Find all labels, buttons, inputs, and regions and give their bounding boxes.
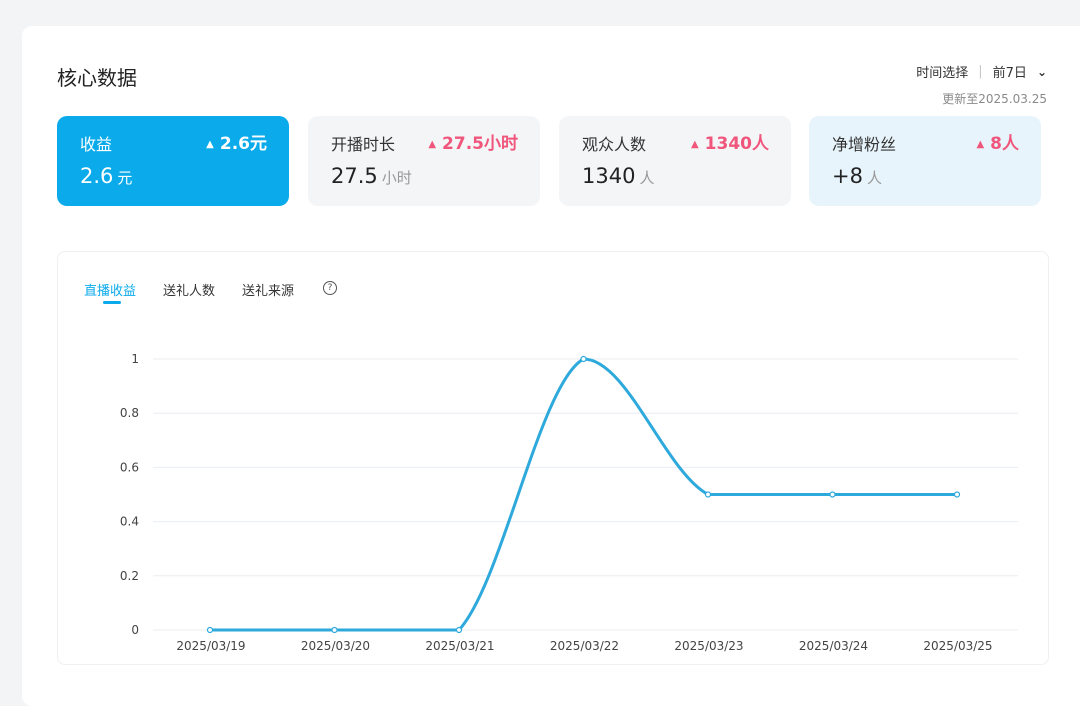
y-tick-label: 0.6 [120,460,139,474]
metric-card-duration[interactable]: 开播时长 ▲ 27.5小时 27.5 小时 [308,116,540,206]
data-point [580,355,587,363]
data-point [331,626,338,634]
help-icon[interactable]: ? [323,281,338,295]
metric-value: 1340 人 [582,164,655,188]
chart-tabs: 直播收益 送礼人数 送礼来源 ? [84,280,338,304]
metric-card-revenue[interactable]: 收益 ▲ 2.6元 2.6 元 [57,116,289,206]
triangle-up-icon: ▲ [690,139,699,150]
tab-live-revenue[interactable]: 直播收益 [84,280,136,304]
y-tick-label: 0.2 [120,569,139,583]
metric-card-viewers[interactable]: 观众人数 ▲ 1340人 1340 人 [559,116,791,206]
metric-label: 观众人数 [582,135,647,154]
data-point [953,491,961,498]
x-tick-label: 2025/03/20 [301,639,370,653]
x-tick-label: 2025/03/24 [799,639,868,653]
metric-delta: ▲ 27.5小时 [428,134,518,154]
chart-panel: 直播收益 送礼人数 送礼来源 ? 0 0.2 0.4 0.6 0.8 1 2025/03/1… [57,251,1049,665]
data-point [704,491,712,498]
data-point [206,626,214,634]
metric-delta: ▲ 2.6元 [206,134,267,154]
metric-delta: ▲ 1340人 [690,134,769,154]
data-point [829,491,836,498]
metric-delta: ▲ 8人 [976,134,1019,154]
divider: | [978,64,983,79]
metric-card-fans[interactable]: 净增粉丝 ▲ 8人 +8 人 [809,116,1041,206]
y-tick-label: 0.4 [120,515,139,529]
page-title: 核心数据 [57,66,137,90]
time-range-value: 前7日 [992,66,1027,81]
x-tick-label: 2025/03/25 [923,639,992,653]
time-range-selector[interactable]: 时间选择 | 前7日 ⌄ [916,62,1047,81]
metric-value: +8 人 [832,164,882,188]
metric-value: 2.6 元 [80,164,133,188]
metric-label: 收益 [80,135,113,154]
x-tick-label: 2025/03/19 [176,639,245,653]
metric-value: 27.5 小时 [331,164,412,188]
time-select-label: 时间选择 [916,66,969,81]
chevron-down-icon: ⌄ [1036,64,1047,79]
y-tick-label: 0.8 [120,406,139,420]
metric-label: 开播时长 [331,135,396,154]
update-timestamp: 更新至2025.03.25 [942,92,1047,106]
metric-label: 净增粉丝 [832,135,897,154]
series-line [208,357,959,632]
tab-gift-source[interactable]: 送礼来源 [242,284,295,299]
tab-gift-senders[interactable]: 送礼人数 [163,284,216,299]
data-point [455,626,463,634]
x-tick-label: 2025/03/21 [425,639,494,653]
revenue-line-chart: 0 0.2 0.4 0.6 0.8 1 2025/03/19 2025/03/20 2025/0… [120,352,1018,653]
triangle-up-icon: ▲ [428,139,437,150]
y-tick-label: 1 [131,352,139,366]
y-tick-label: 0 [131,623,139,637]
core-data-card: 核心数据 时间选择 | 前7日 ⌄ 更新至2025.03.25 收益 ▲ 2.6元… [22,26,1080,706]
triangle-up-icon: ▲ [206,139,214,150]
triangle-up-icon: ▲ [976,139,985,150]
x-tick-label: 2025/03/22 [550,639,619,653]
x-tick-label: 2025/03/23 [674,639,743,653]
